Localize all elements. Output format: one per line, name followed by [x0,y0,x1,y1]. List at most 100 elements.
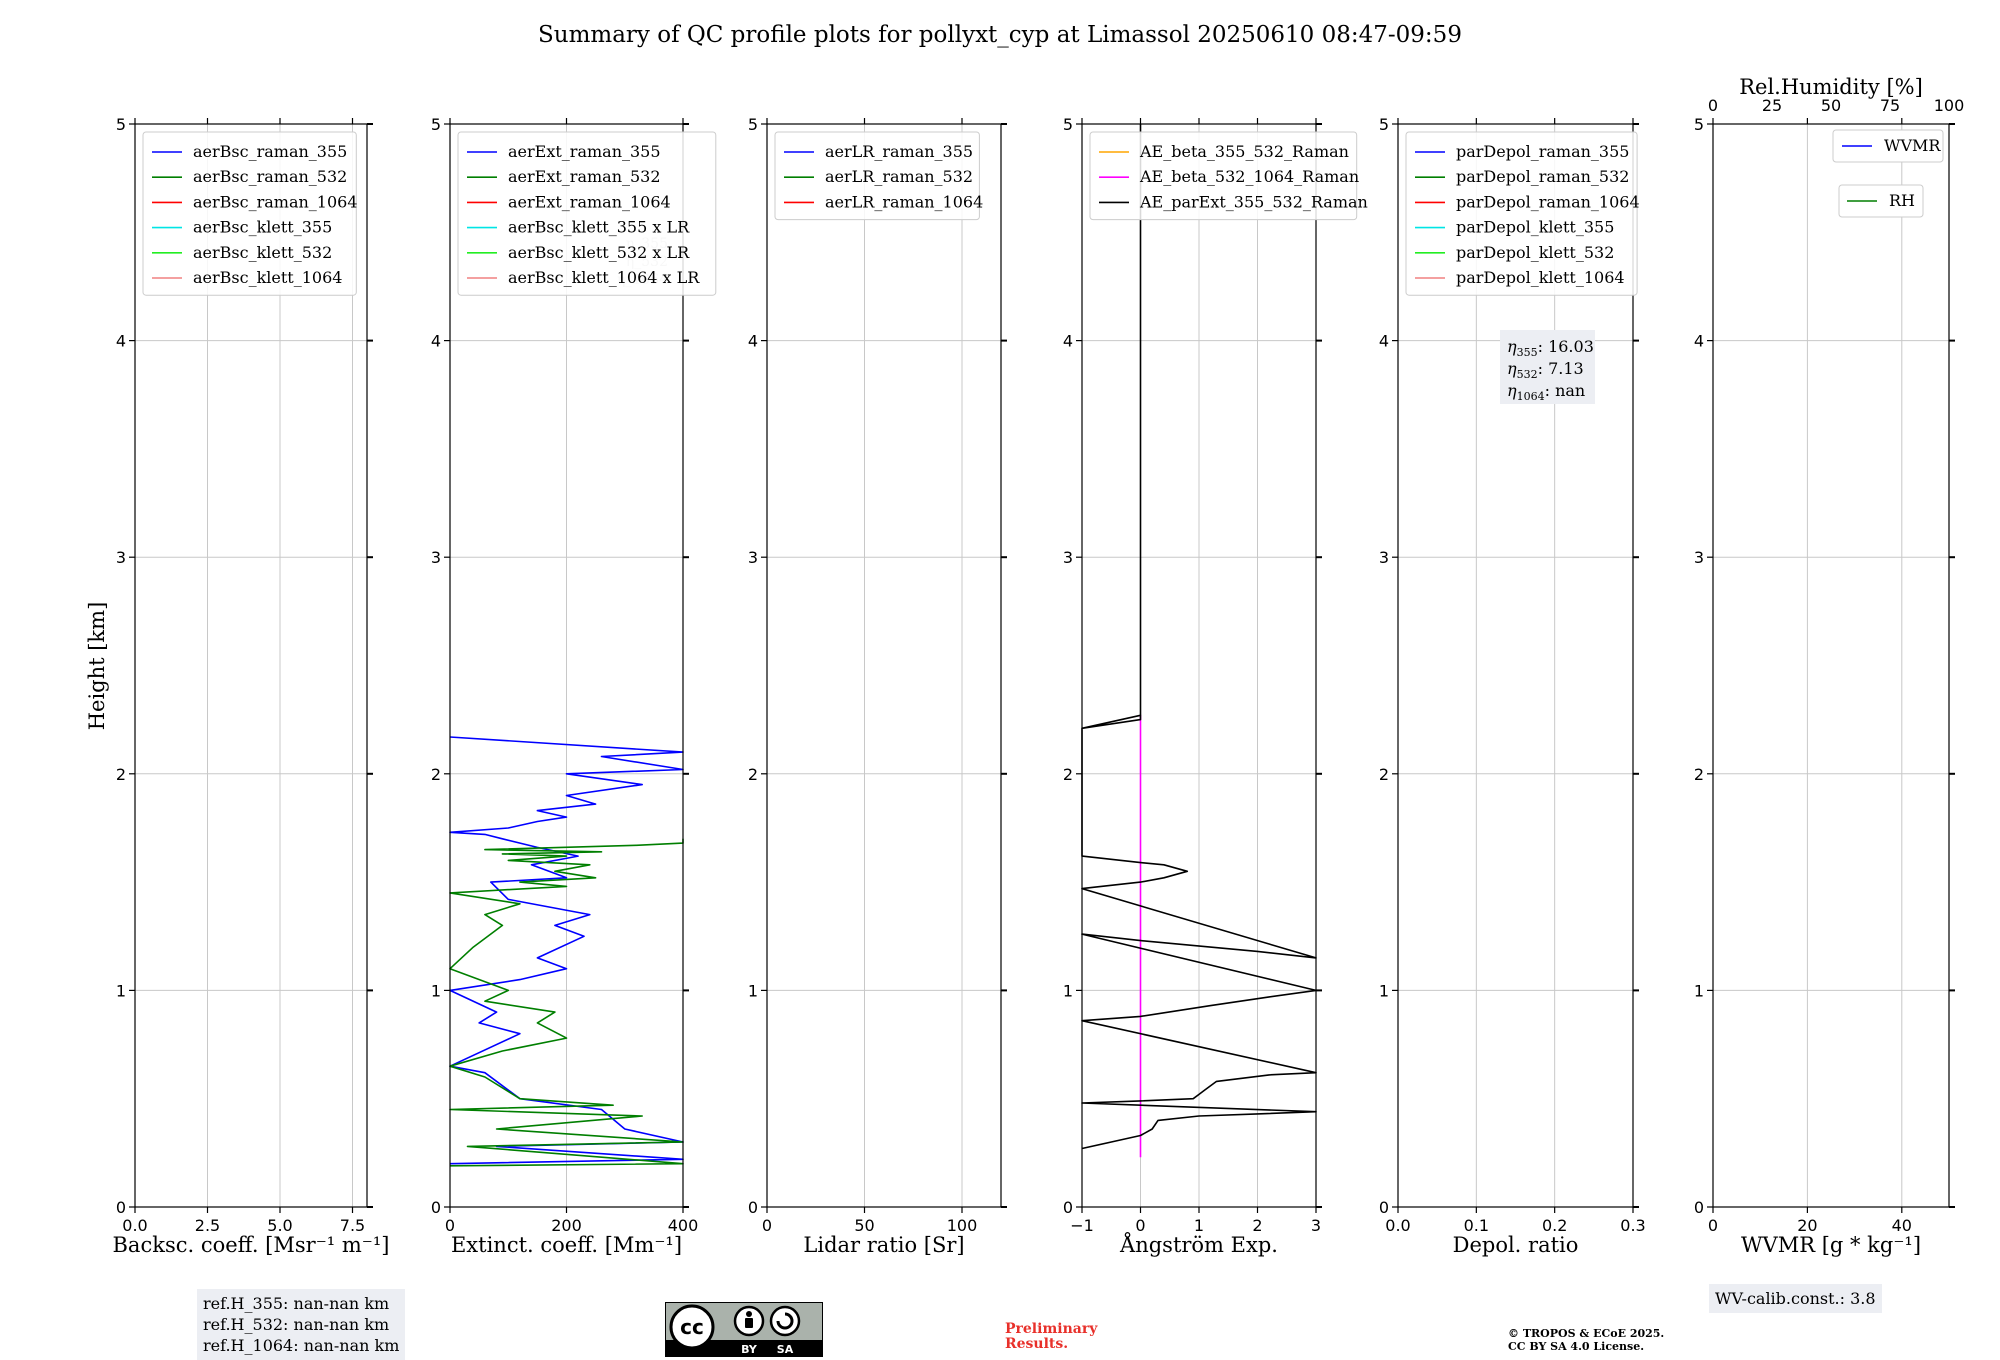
x-tick-label: 40 [1892,1216,1912,1235]
x-axis-label: Depol. ratio [1453,1233,1579,1257]
top-x-tick-label: 25 [1762,96,1782,115]
y-tick-label: 1 [1379,981,1389,1000]
share-alike-icon [769,1305,801,1337]
wv-calib-text: WV-calib.const.: 3.8 [1715,1289,1876,1308]
license-by-text: BY [741,1343,758,1356]
legend-label: parDepol_klett_355 [1456,218,1614,237]
license-sa-text: SA [777,1343,794,1356]
y-tick-label: 0 [116,1198,126,1217]
x-tick-label: 1 [1194,1216,1204,1235]
legend: aerBsc_raman_355 aerBsc_raman_532 aerBsc_r… [142,131,358,296]
x-tick-label: 50 [854,1216,874,1235]
legend-box [774,131,980,221]
y-tick-label: 3 [1063,548,1073,567]
x-tick-label: 2.5 [195,1216,220,1235]
y-tick-label: 1 [1063,981,1073,1000]
legend-label: AE_parExt_355_532_Raman [1139,192,1368,211]
legend-label: aerBsc_klett_355 x LR [508,218,690,237]
x-axis-label: Ångström Exp. [1119,1232,1278,1257]
person-body-icon [745,1318,753,1328]
eta-1064-text: η1064: nan [1507,381,1585,403]
y-tick-label: 3 [431,548,441,567]
legend-label: aerBsc_klett_532 x LR [508,243,690,262]
legend: WVMR [1832,129,1944,163]
legend-label: parDepol_klett_1064 [1456,268,1625,287]
legend-box [142,131,357,296]
y-tick-label: 0 [748,1198,758,1217]
x-tick-label: 2 [1252,1216,1262,1235]
legend-label: aerLR_raman_355 [825,142,973,161]
y-tick-label: 3 [1694,548,1704,567]
y-tick-label: 4 [431,332,441,351]
legend: parDepol_raman_355 parDepol_raman_532 parD… [1405,131,1640,296]
y-tick-label: 2 [748,765,758,784]
legend-label: aerBsc_raman_532 [193,167,347,186]
legend-label: aerExt_raman_1064 [508,192,671,211]
legend: AE_beta_355_532_Raman AE_beta_532_1064_Ra… [1089,131,1368,221]
y-tick-label: 2 [1379,765,1389,784]
legend-label: aerBsc_klett_1064 [193,268,342,287]
legend-label: aerBsc_klett_1064 x LR [508,268,700,287]
refh-355-text: ref.H_355: nan-nan km [203,1294,390,1313]
cc-circle-icon [669,1304,715,1350]
preliminary-line-1: Preliminary [1005,1321,1098,1337]
y-tick-label: 5 [748,115,758,134]
share-alike-arrow-icon [776,1312,794,1330]
panel-depol: 0.0 0.1 0.2 0.3 0 1 2 3 4 5 Depol. ratio parDepol_r… [1379,115,1646,1257]
y-tick-label: 4 [1063,332,1073,351]
top-x-tick-label: 75 [1880,96,1900,115]
top-x-tick-label: 100 [1934,96,1965,115]
y-tick-label: 3 [748,548,758,567]
x-axis-label: Lidar ratio [Sr] [803,1233,964,1257]
y-tick-label: 5 [1694,115,1704,134]
y-tick-label: 4 [1694,332,1704,351]
x-axis-label: Extinct. coeff. [Mm⁻¹] [451,1233,682,1257]
legend-box [1405,131,1638,296]
legend-box [1838,184,1924,218]
x-tick-label: 3 [1311,1216,1321,1235]
y-tick-label: 2 [431,765,441,784]
y-tick-label: 3 [1379,548,1389,567]
eta-355-text: η355: 16.03 [1507,337,1594,359]
x-tick-label: 100 [947,1216,978,1235]
legend-label: AE_beta_532_1064_Raman [1139,167,1359,186]
cc-letters-icon: cc [680,1315,704,1339]
copyright-note: © TROPOS & ECoE 2025. CC BY SA 4.0 Licen… [1508,1327,1664,1353]
x-tick-label: 0.2 [1542,1216,1567,1235]
figure-title: Summary of QC profile plots for pollyxt_… [538,22,1462,48]
legend-label: parDepol_klett_532 [1456,243,1614,262]
x-tick-label: 20 [1797,1216,1817,1235]
panel-bsc: 0.0 2.5 5.0 7.5 0 1 2 3 4 5 Backsc. coeff. [Msr⁻¹ … [113,115,390,1257]
x-tick-label: −1 [1070,1216,1094,1235]
refh-1064-text: ref.H_1064: nan-nan km [203,1336,400,1355]
x-axis-label: WVMR [g * kg⁻¹] [1741,1233,1921,1257]
wv-calibration-box: WV-calib.const.: 3.8 [1709,1284,1882,1313]
top-x-tick-label: 0 [1708,96,1718,115]
legend-label: aerBsc_raman_355 [193,142,347,161]
y-tick-label: 0 [1379,1198,1389,1217]
y-tick-label: 0 [431,1198,441,1217]
y-tick-label: 5 [1063,115,1073,134]
x-tick-label: 200 [551,1216,582,1235]
axes-frame [766,123,1002,1208]
series-line-ae-parext-355-532-raman [1081,714,1317,1150]
y-tick-label: 1 [116,981,126,1000]
legend-label: aerLR_raman_1064 [825,192,983,211]
legend-label: parDepol_raman_532 [1456,167,1629,186]
x-tick-label: 0.0 [122,1216,147,1235]
y-tick-label: 1 [431,981,441,1000]
y-tick-label: 4 [116,332,126,351]
legend-label: AE_beta_355_532_Raman [1139,142,1349,161]
y-tick-label: 4 [1379,332,1389,351]
y-tick-label: 4 [748,332,758,351]
legend-label: aerBsc_raman_1064 [193,192,358,211]
x-tick-label: 5.0 [267,1216,292,1235]
legend: RH [1838,184,1924,218]
y-tick-label: 5 [1379,115,1389,134]
x-tick-label: 0 [445,1216,455,1235]
eta-532-text: η532: 7.13 [1507,359,1584,381]
preliminary-results-note: Preliminary Results. [1005,1322,1097,1352]
